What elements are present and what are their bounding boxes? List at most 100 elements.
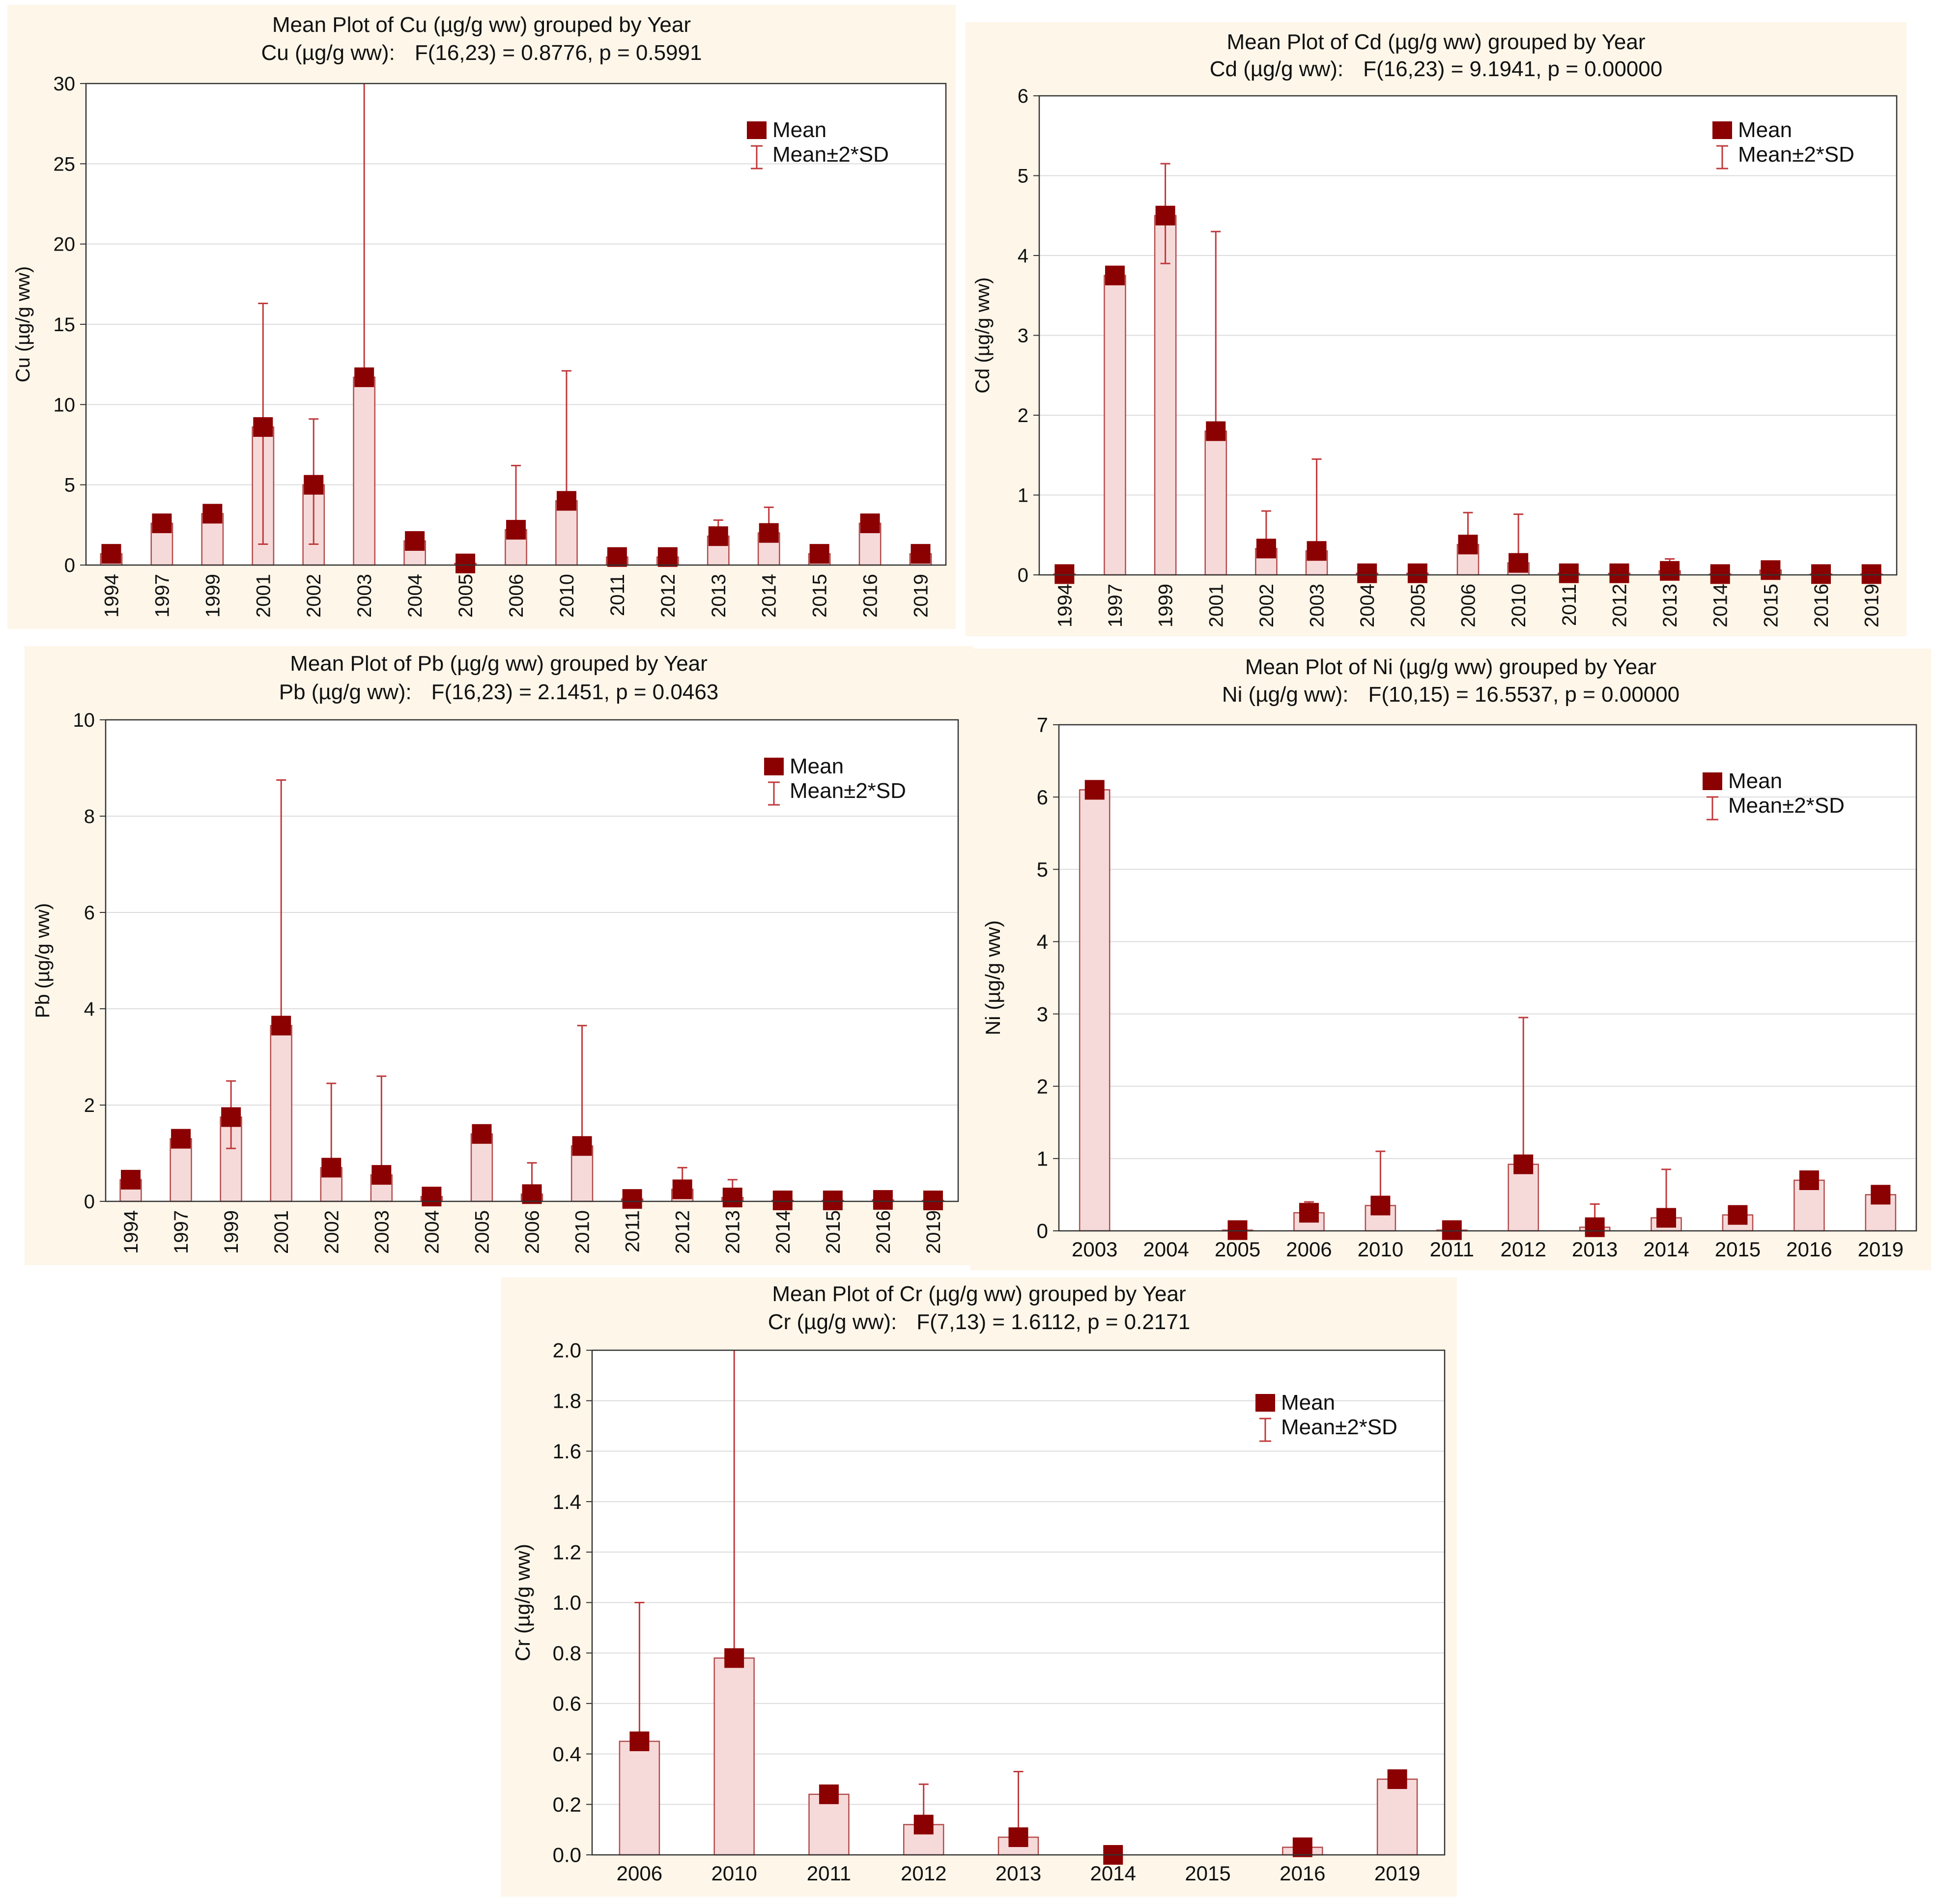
- bar-1997: [170, 1138, 192, 1202]
- x-tick-label: 2002: [303, 574, 325, 618]
- bar-2003: [1079, 789, 1110, 1232]
- y-tick-label: 0: [1018, 565, 1028, 586]
- mean-point-2004: [422, 1187, 442, 1207]
- chart-subtitle-label: Pb (µg/g ww):: [279, 680, 412, 704]
- bar-2010: [555, 500, 578, 566]
- mean-point-2014: [759, 523, 779, 543]
- bar-2019: [1376, 1778, 1418, 1856]
- x-tick-label: 2012: [672, 1210, 694, 1254]
- x-tick-label: 2019: [1861, 584, 1883, 627]
- mean-point-2011: [819, 1784, 839, 1804]
- y-tick-label: 4: [1018, 245, 1028, 267]
- x-tick-label: 2004: [1143, 1238, 1189, 1261]
- mean-point-2006: [629, 1731, 650, 1751]
- x-tick-label: 2006: [1458, 584, 1480, 627]
- x-tick-label: 2016: [1786, 1238, 1832, 1261]
- mean-point-2003: [371, 1165, 392, 1185]
- mean-point-1999: [221, 1107, 241, 1127]
- y-tick-label: 2: [1037, 1075, 1048, 1098]
- y-tick-label: 0.0: [553, 1844, 581, 1867]
- chart-subtitle-stats: F(7,13) = 1.6112, p = 0.2171: [916, 1310, 1190, 1334]
- x-tick-label: 2011: [607, 574, 628, 616]
- mean-point-1994: [121, 1169, 141, 1190]
- legend-mean-label: Mean: [790, 754, 844, 778]
- mean-point-2006: [1458, 535, 1478, 555]
- x-tick-label: 2001: [271, 1210, 292, 1254]
- x-tick-label: 2019: [911, 574, 932, 618]
- x-tick-label: 2006: [617, 1862, 662, 1885]
- mean-point-2019: [923, 1191, 943, 1211]
- mean-point-2012: [1609, 563, 1629, 583]
- x-tick-label: 1999: [202, 574, 224, 618]
- x-tick-label: 2013: [722, 1210, 744, 1254]
- x-tick-label: 2015: [1185, 1862, 1230, 1885]
- chart-cu: Mean Plot of Cu (µg/g ww) grouped by Yea…: [12, 13, 947, 618]
- mean-point-2016: [860, 513, 880, 534]
- mean-point-2013: [1660, 561, 1680, 581]
- mean-point-2006: [1299, 1203, 1319, 1223]
- x-tick-label: 1997: [1105, 584, 1126, 627]
- mean-point-2011: [607, 547, 627, 567]
- x-tick-label: 2011: [622, 1210, 644, 1252]
- y-tick-label: 1.0: [553, 1591, 581, 1614]
- mean-point-2016: [1811, 564, 1831, 584]
- y-tick-label: 0: [84, 1191, 95, 1213]
- mean-point-2005: [1407, 563, 1427, 583]
- x-tick-label: 2014: [772, 1210, 794, 1254]
- mean-point-2001: [271, 1016, 291, 1036]
- x-tick-label: 2005: [471, 1210, 493, 1254]
- plot-border: [105, 719, 959, 1202]
- mean-point-2004: [1357, 563, 1377, 583]
- mean-point-2012: [1513, 1154, 1534, 1174]
- x-tick-label: 2013: [708, 574, 730, 618]
- chart-title: Mean Plot of Cu (µg/g ww) grouped by Yea…: [272, 13, 691, 37]
- y-tick-label: 0: [64, 555, 75, 576]
- y-axis-label: Pb (µg/g ww): [32, 903, 54, 1018]
- mean-point-1997: [171, 1129, 191, 1149]
- legend-mean-label: Mean: [1281, 1391, 1335, 1415]
- x-tick-label: 2003: [1307, 584, 1328, 627]
- mean-point-2006: [506, 520, 526, 540]
- x-tick-label: 2010: [572, 1210, 594, 1254]
- x-tick-label: 2012: [901, 1862, 946, 1885]
- mean-point-2011: [1559, 563, 1579, 583]
- chart-title: Mean Plot of Cr (µg/g ww) grouped by Yea…: [772, 1282, 1186, 1306]
- y-tick-label: 10: [73, 710, 95, 731]
- y-tick-label: 5: [1037, 858, 1048, 881]
- chart-subtitle-stats: F(16,23) = 9.1941, p = 0.00000: [1363, 57, 1662, 81]
- x-tick-label: 2014: [759, 574, 780, 618]
- y-tick-label: 25: [54, 153, 76, 175]
- mean-point-2005: [1227, 1220, 1248, 1240]
- bar-2003: [353, 376, 376, 566]
- mean-point-2005: [456, 553, 476, 573]
- x-tick-label: 2003: [1072, 1238, 1117, 1261]
- mean-point-2019: [1387, 1769, 1407, 1789]
- x-tick-label: 2010: [1358, 1238, 1403, 1261]
- x-tick-label: 2013: [1572, 1238, 1618, 1261]
- x-tick-label: 2004: [1357, 584, 1378, 627]
- mean-point-2015: [809, 544, 829, 564]
- legend-sd-label: Mean±2*SD: [790, 779, 906, 803]
- mean-point-2013: [1008, 1827, 1028, 1847]
- bar-1999: [220, 1116, 242, 1202]
- chart-title: Mean Plot of Cd (µg/g ww) grouped by Yea…: [1226, 30, 1645, 54]
- chart-subtitle-stats: F(16,23) = 0.8776, p = 0.5991: [415, 41, 702, 65]
- y-tick-label: 10: [54, 394, 76, 416]
- y-tick-label: 2: [84, 1095, 95, 1116]
- x-tick-label: 2016: [1280, 1862, 1325, 1885]
- y-tick-label: 6: [84, 902, 95, 924]
- chart-subtitle-stats: F(16,23) = 2.1451, p = 0.0463: [431, 680, 719, 704]
- legend-mean-swatch: [1255, 1394, 1275, 1412]
- mean-point-2015: [1761, 560, 1781, 580]
- bar-2005: [470, 1133, 493, 1202]
- x-tick-label: 2004: [421, 1210, 443, 1254]
- y-tick-label: 0.4: [553, 1742, 581, 1765]
- mean-point-2016: [1292, 1837, 1312, 1857]
- chart-subtitle: Pb (µg/g ww): F(16,23) = 2.1451, p = 0.04…: [279, 680, 719, 704]
- mean-point-1994: [101, 544, 121, 564]
- legend-sd-label: Mean±2*SD: [1728, 794, 1845, 818]
- mean-point-2012: [672, 1179, 692, 1199]
- mean-point-2003: [1084, 780, 1105, 800]
- mean-point-2013: [708, 526, 728, 546]
- legend-mean-swatch: [1703, 772, 1722, 790]
